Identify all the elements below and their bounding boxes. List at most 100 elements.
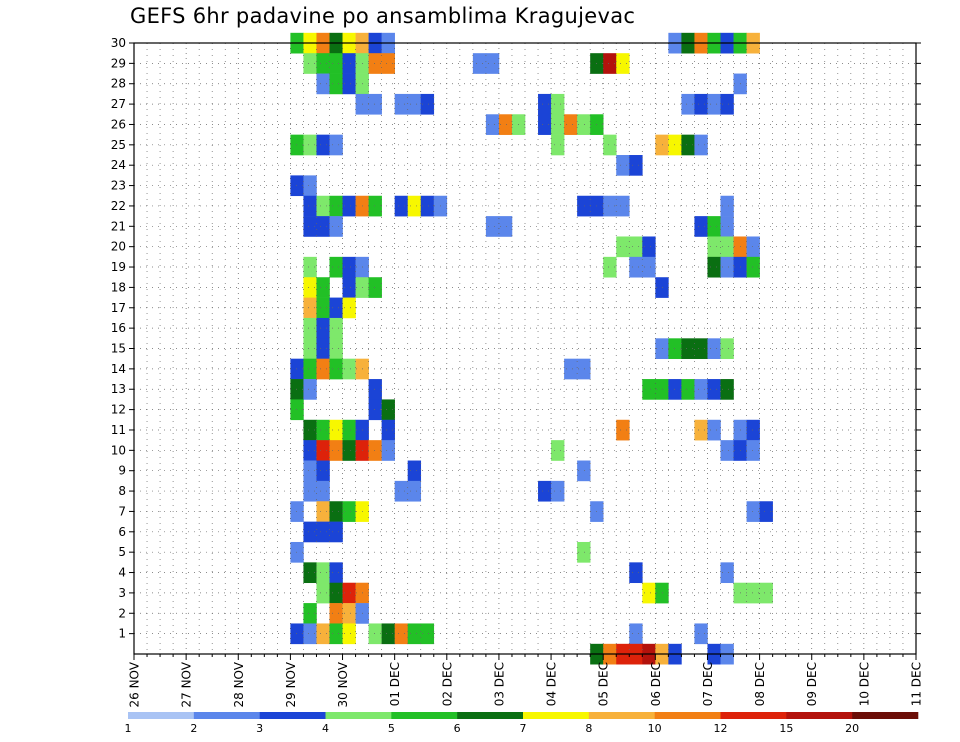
heatmap-cell: [368, 399, 382, 421]
heatmap-cell: [316, 480, 330, 502]
heatmap-cell: [329, 134, 343, 156]
heatmap-cell: [642, 236, 656, 258]
heatmap-cell: [616, 155, 630, 176]
heatmap-cell: [342, 53, 356, 74]
colorbar-label: 20: [845, 722, 859, 735]
heatmap-cell: [577, 460, 591, 482]
heatmap-cell: [329, 521, 343, 543]
heatmap-cell: [316, 623, 330, 645]
heatmap-cell: [316, 216, 330, 237]
heatmap-cell: [694, 134, 708, 156]
heatmap-cell: [746, 582, 760, 604]
heatmap-cell: [394, 93, 408, 115]
colorbar-label: 5: [388, 722, 395, 735]
heatmap-cell: [720, 256, 734, 278]
heatmap-cell: [368, 53, 382, 74]
chart-title: GEFS 6hr padavine po ansamblima Kragujev…: [130, 4, 636, 28]
heatmap-cell: [329, 317, 343, 339]
heatmap-cell: [368, 93, 382, 115]
heatmap-cell: [303, 134, 317, 156]
heatmap-cell: [342, 419, 356, 441]
colorbar-swatch: [391, 712, 458, 719]
heatmap-cell: [720, 379, 734, 400]
y-tick-label: 25: [111, 138, 126, 152]
heatmap-cell: [694, 419, 708, 441]
colorbar-label: 1: [125, 722, 132, 735]
heatmap-cell: [303, 358, 317, 380]
heatmap-cell: [498, 216, 513, 237]
x-tick-label: 04 DEC: [545, 662, 559, 706]
heatmap-cell: [616, 53, 630, 74]
y-tick-label: 13: [111, 382, 126, 396]
heatmap-cell: [746, 440, 760, 461]
y-tick-label: 3: [118, 586, 126, 600]
y-tick-label: 9: [118, 464, 126, 478]
heatmap-cell: [498, 114, 513, 135]
y-tick-label: 22: [111, 199, 126, 213]
heatmap-cell: [316, 53, 330, 74]
heatmap-cell: [329, 256, 343, 278]
colorbar-swatch: [786, 712, 853, 719]
heatmap-cell: [407, 480, 422, 502]
heatmap-cell: [720, 236, 734, 258]
heatmap-cell: [603, 53, 617, 74]
heatmap-cell: [290, 358, 304, 380]
heatmap-cell: [290, 623, 304, 645]
heatmap-cell: [394, 623, 408, 645]
heatmap-cell: [303, 256, 317, 278]
heatmap-cell: [707, 256, 721, 278]
y-tick-label: 29: [111, 56, 126, 70]
heatmap-cell: [420, 93, 435, 115]
colorbar-label: 2: [190, 722, 197, 735]
y-tick-label: 2: [118, 606, 126, 620]
heatmap-cell: [303, 440, 317, 461]
y-tick-label: 4: [118, 566, 126, 580]
heatmap-cell: [303, 175, 317, 197]
heatmap-cell: [707, 236, 721, 258]
x-tick-label: 01 DEC: [388, 662, 402, 706]
heatmap-cell: [316, 419, 330, 441]
heatmap-cell: [303, 460, 317, 482]
x-tick-label: 29 NOV: [284, 661, 298, 707]
y-tick-label: 14: [111, 362, 126, 376]
heatmap-cell: [759, 582, 773, 604]
colorbar-label: 8: [585, 722, 592, 735]
heatmap-cell: [720, 440, 734, 461]
colorbar-label: 4: [322, 722, 329, 735]
heatmap-cell: [694, 338, 708, 359]
heatmap-cell: [707, 338, 721, 359]
heatmap-cell: [629, 256, 643, 278]
heatmap-cell: [303, 216, 317, 237]
heatmap-cell: [316, 195, 330, 217]
heatmap-cell: [329, 195, 343, 217]
heatmap-cell: [577, 358, 591, 380]
heatmap-cell: [329, 338, 343, 359]
heatmap-cell: [329, 73, 343, 95]
x-tick-label: 06 DEC: [649, 662, 663, 706]
heatmap-cell: [485, 53, 500, 74]
colorbar: 1 2 3 4 5 6 7 8 10 12 15 20: [125, 712, 919, 735]
heatmap-cell: [629, 236, 643, 258]
heatmap-cell: [485, 114, 500, 135]
heatmap-cell: [342, 358, 356, 380]
heatmap-cell: [707, 419, 721, 441]
heatmap-cell: [342, 501, 356, 522]
x-tick-label: 03 DEC: [492, 662, 506, 706]
heatmap-cell: [290, 134, 304, 156]
heatmap-cell: [316, 562, 330, 584]
heatmap-cell: [707, 379, 721, 400]
heatmap-cell: [329, 603, 343, 624]
heatmap-cell: [303, 317, 317, 339]
heatmap-cell: [316, 338, 330, 359]
heatmap-cell: [329, 582, 343, 604]
colorbar-label: 3: [256, 722, 263, 735]
colorbar-label: 15: [779, 722, 793, 735]
heatmap-cell: [655, 338, 669, 359]
heatmap-cell: [290, 501, 304, 522]
heatmap-cell: [603, 134, 617, 156]
heatmap-cells: [290, 32, 773, 665]
heatmap-cell: [629, 623, 643, 645]
heatmap-cell: [303, 562, 317, 584]
y-tick-label: 11: [111, 423, 126, 437]
